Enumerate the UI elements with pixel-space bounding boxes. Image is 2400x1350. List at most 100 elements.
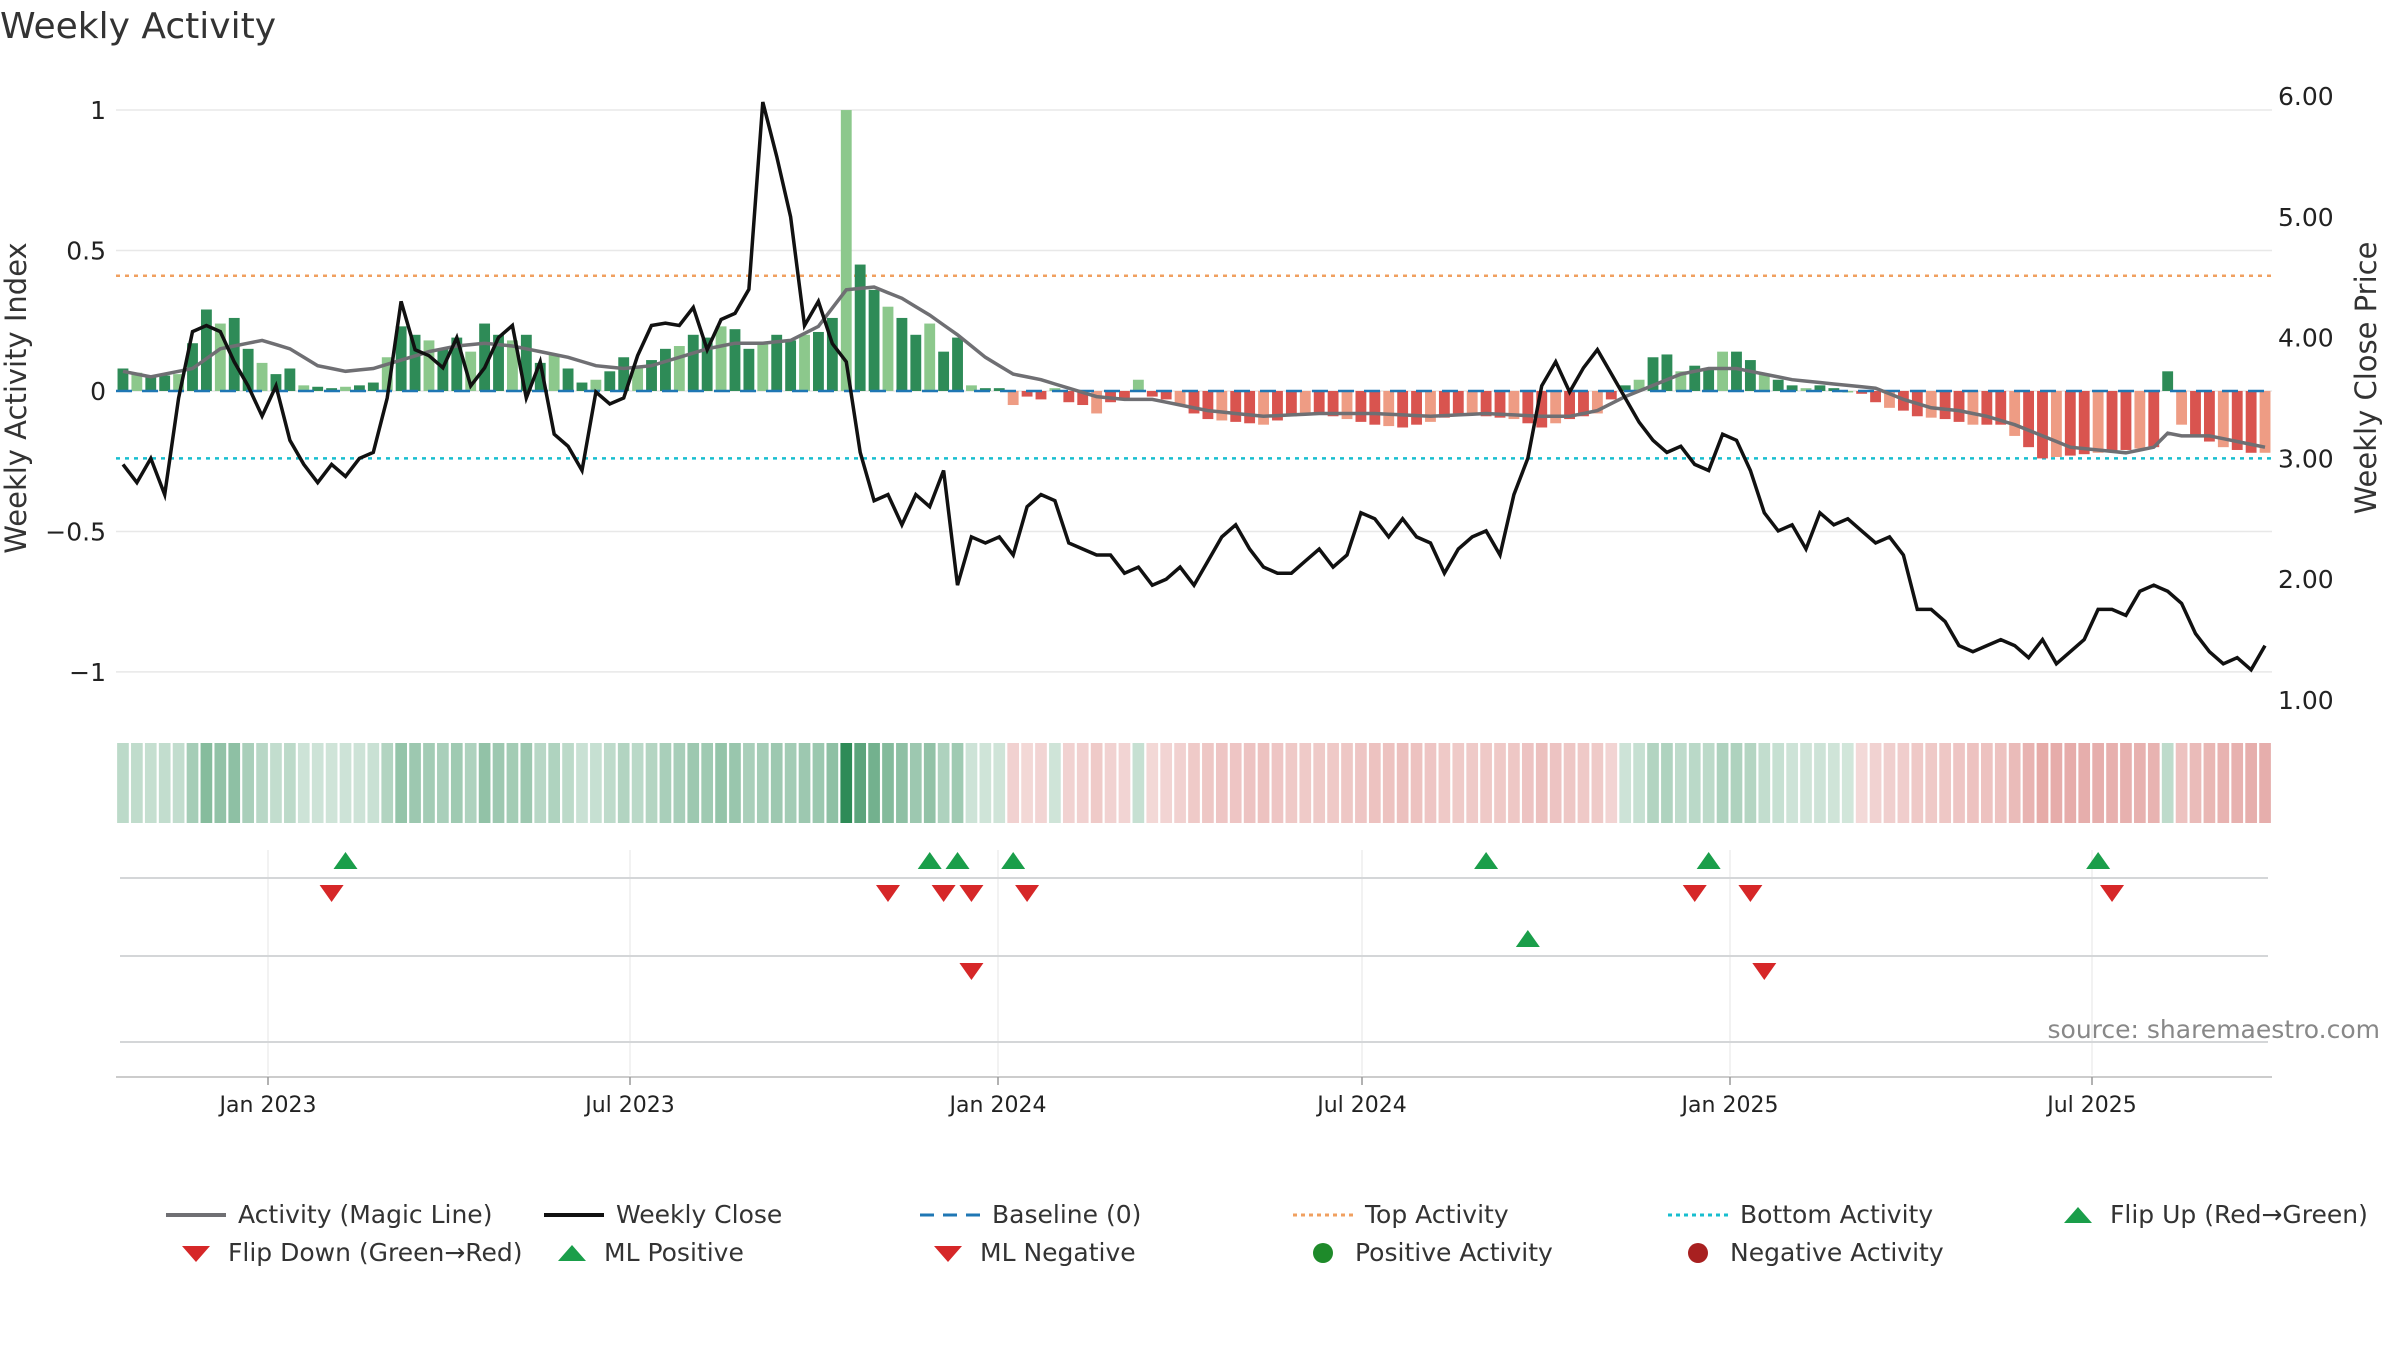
heat-strip-cell <box>1243 743 1256 823</box>
heat-strip-cell <box>701 743 714 823</box>
activity-bar <box>562 368 574 391</box>
heat-strip-cell <box>325 743 338 823</box>
activity-bar <box>966 385 977 391</box>
legend-label: Negative Activity <box>1730 1238 1944 1267</box>
heat-strip-cell <box>576 743 588 823</box>
heat-strip-cell <box>1967 743 1979 823</box>
activity-bar <box>1077 390 1089 406</box>
activity-bar <box>298 385 310 391</box>
heat-strip-cell <box>464 743 477 823</box>
activity-bar <box>145 376 157 391</box>
heat-strip-cell <box>812 743 825 823</box>
legend-baseline: Baseline (0) <box>920 1200 1141 1229</box>
activity-bar <box>520 334 532 391</box>
legend-label: Flip Down (Green→Red) <box>228 1238 523 1267</box>
x-tick-label: Jul 2024 <box>1315 1093 1407 1118</box>
heat-strip-cell <box>1480 743 1492 823</box>
heat-strip-cell <box>214 743 227 823</box>
heat-strip-cell <box>2231 743 2244 823</box>
activity-bar <box>1216 390 1228 421</box>
heat-strip-cell <box>1494 743 1506 823</box>
activity-bar <box>1188 390 1200 414</box>
heat-strip-cell <box>2106 743 2118 823</box>
heat-strip-cell <box>715 743 727 823</box>
heat-strip-cell <box>840 743 853 823</box>
activity-bar <box>2009 390 2021 436</box>
activity-bar <box>1731 351 1742 391</box>
activity-bar <box>2134 390 2146 449</box>
activity-bar <box>868 289 880 391</box>
activity-bar <box>604 371 616 391</box>
heat-strip-cell <box>1994 743 2007 823</box>
heat-strip-cell <box>1341 743 1353 823</box>
y-tick-label-left: 0 <box>90 377 106 406</box>
positive-dot-icon <box>1313 1242 1333 1263</box>
activity-bar <box>882 306 894 391</box>
activity-bar <box>799 334 810 391</box>
heat-strip-cell <box>1118 743 1131 823</box>
heat-strip-cell <box>1090 743 1103 823</box>
activity-bar <box>1786 385 1798 391</box>
activity-bar <box>1160 390 1172 400</box>
heat-strip-cell <box>1674 743 1687 823</box>
heat-strip-cell <box>687 743 700 823</box>
activity-bar <box>228 317 240 391</box>
ml-positive-icon <box>558 1244 586 1261</box>
activity-bar <box>2050 390 2062 457</box>
heat-strip-cell <box>729 743 741 823</box>
heat-strip-cell <box>158 743 171 823</box>
activity-bar <box>479 323 491 391</box>
flip-down-marker <box>1015 885 1040 902</box>
activity-bar <box>1689 365 1701 391</box>
activity-bar <box>493 334 504 391</box>
heat-strip-cell <box>1605 743 1618 823</box>
activity-bar <box>1327 390 1339 417</box>
heat-strip-cell <box>659 743 672 823</box>
activity-bar <box>1870 390 1881 403</box>
activity-bar <box>1174 390 1186 406</box>
heat-strip-cell <box>951 743 964 823</box>
activity-bar <box>2092 390 2104 453</box>
heat-strip-cell <box>1410 743 1423 823</box>
negative-dot-icon <box>1688 1242 1708 1263</box>
activity-bar <box>826 317 838 391</box>
heat-strip-cell <box>1049 743 1061 823</box>
heat-strip-cell <box>1257 743 1270 823</box>
heat-strip-cell <box>506 743 519 823</box>
activity-bar <box>326 388 338 391</box>
activity-bar <box>131 372 143 391</box>
heat-strip-cell <box>798 743 811 823</box>
activity-bar <box>840 110 852 391</box>
activity-bar <box>312 386 324 391</box>
activity-bar <box>548 354 560 391</box>
heat-strip-cell <box>1188 743 1200 823</box>
activity-bar <box>1564 390 1575 420</box>
heat-strip-cell <box>909 743 922 823</box>
heat-strip-cell <box>1007 743 1020 823</box>
activity-bar <box>1063 390 1075 403</box>
heat-strip-cell <box>1869 743 1882 823</box>
heat-strip-cell <box>2078 743 2091 823</box>
heat-strip-cell <box>367 743 380 823</box>
heat-strip-cell <box>2120 743 2132 823</box>
ml-negative-marker <box>959 963 984 980</box>
heat-strip-cell <box>1132 743 1145 823</box>
heat-strip-cell <box>1855 743 1868 823</box>
activity-bar <box>1953 390 1965 422</box>
activity-bar <box>2037 390 2048 459</box>
activity-bar <box>1717 351 1728 391</box>
y-tick-label-right: 4.00 <box>2278 324 2334 353</box>
heat-strip-cell <box>937 743 950 823</box>
heat-strip-cell <box>1062 743 1075 823</box>
heat-strip-cell <box>1313 743 1326 823</box>
activity-bar <box>1633 379 1645 391</box>
legend-label: Top Activity <box>1365 1200 1509 1229</box>
heat-strip-cell <box>1215 743 1228 823</box>
heat-strip-cell <box>1772 743 1785 823</box>
flip-down-marker <box>2100 885 2125 902</box>
activity-bar <box>1021 390 1033 397</box>
ml-negative-icon <box>934 1245 962 1262</box>
heat-strip-cell <box>1466 743 1479 823</box>
heat-strip-cell <box>450 743 463 823</box>
activity-bar <box>2162 371 2174 391</box>
